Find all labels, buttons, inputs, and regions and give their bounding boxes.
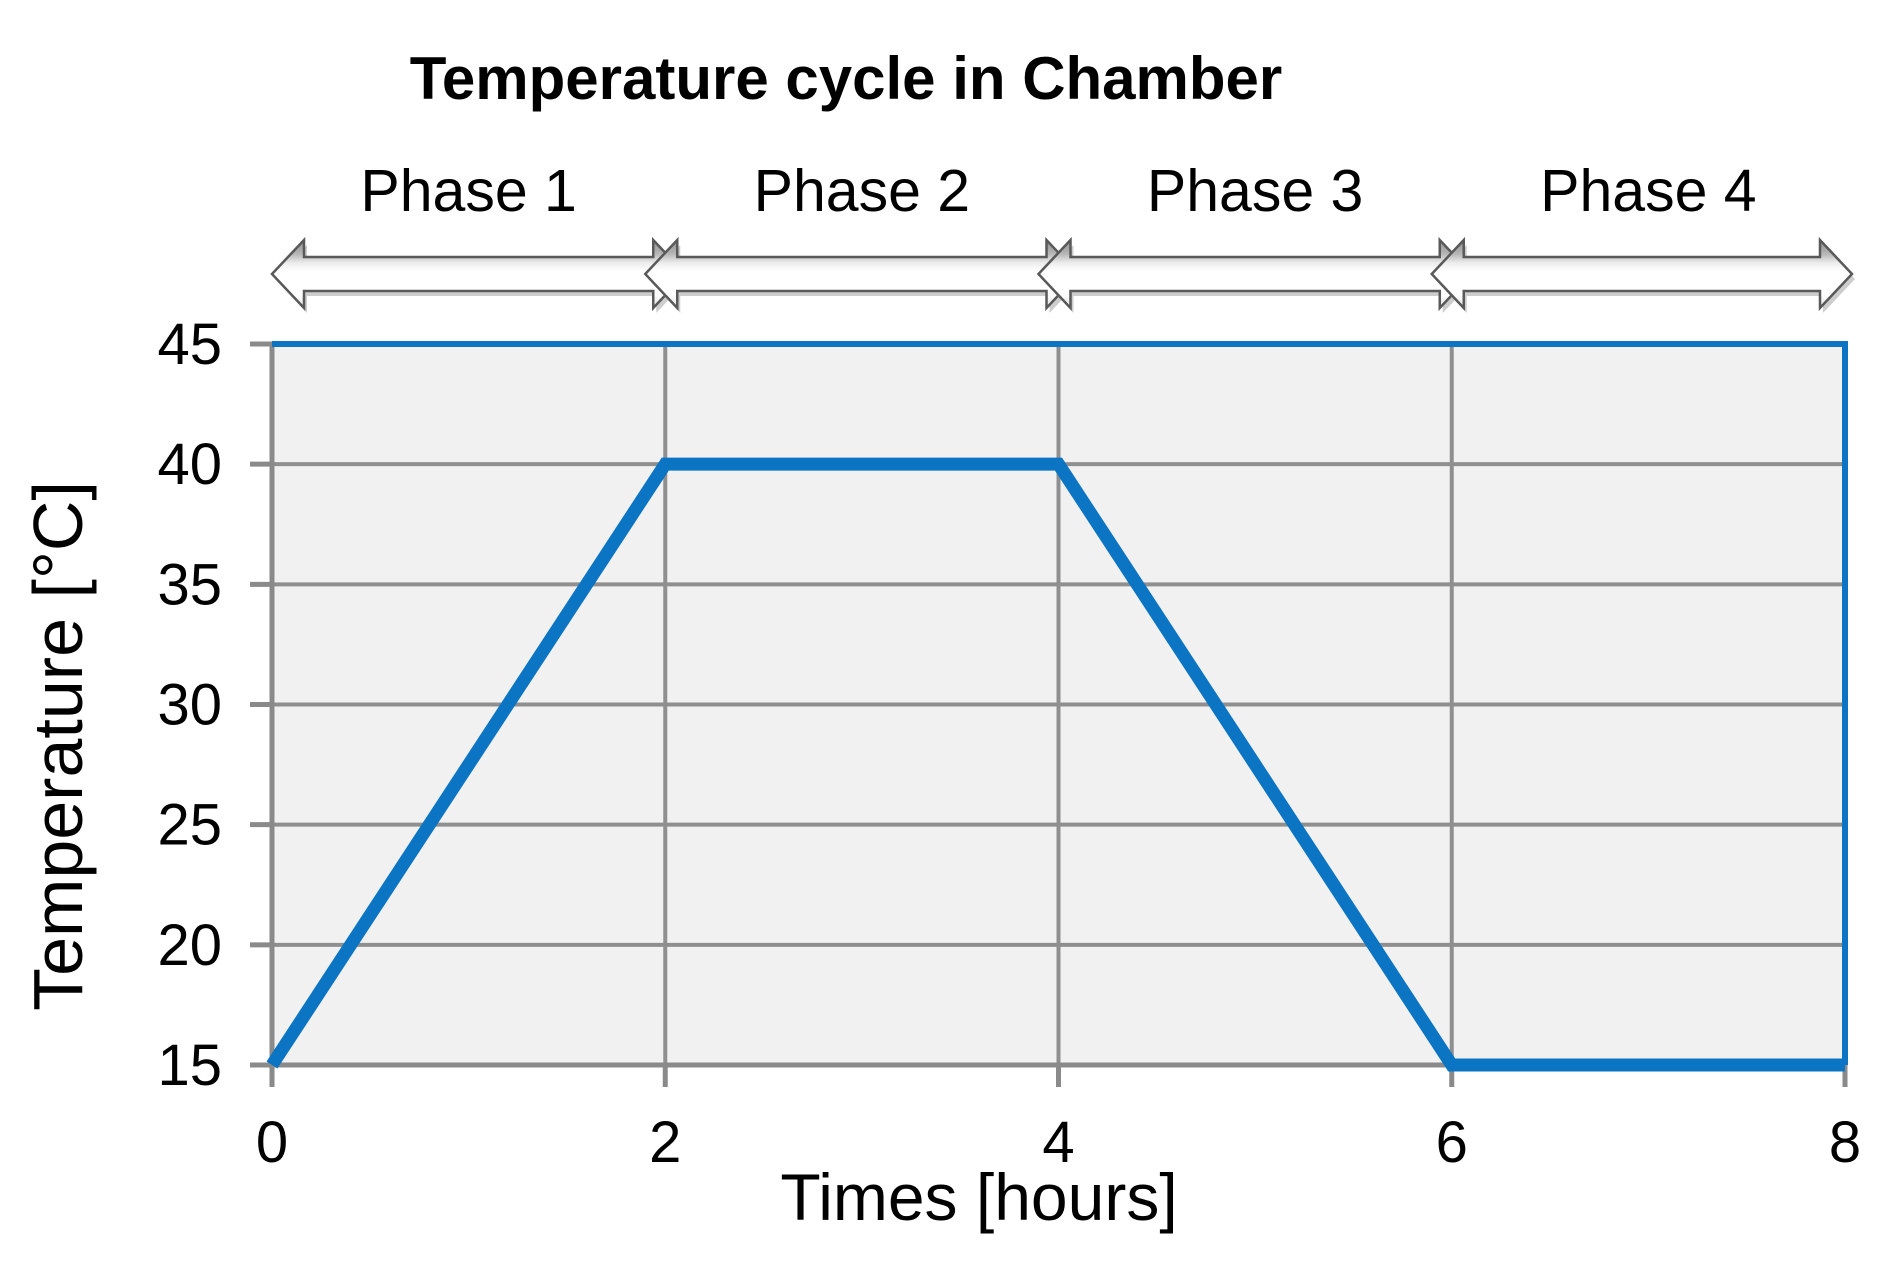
x-tick-label: 2 [649,1110,681,1175]
x-tick-label: 8 [1829,1110,1861,1175]
x-tick-label: 0 [256,1110,288,1175]
phase-arrow [643,236,1081,312]
phase-arrow [1430,236,1854,312]
y-tick-label: 35 [157,552,222,617]
y-tick-label: 30 [157,673,222,738]
temperature-line [266,457,1845,1072]
phase-arrow [1036,236,1474,312]
chart-title: Temperature cycle in Chamber [410,45,1283,112]
phase-arrows [270,236,1855,313]
phase-label: Phase 1 [360,158,577,224]
y-tick-label: 15 [157,1033,222,1098]
phase-label: Phase 4 [1540,158,1757,224]
tick-and-phase-labels: 15 20 25 30 35 40 45 0 2 4 6 8 Phase 1 Phase 2 Phase 3… [157,158,1861,1175]
plot-area [250,341,1848,1087]
y-tick-label: 40 [157,432,222,497]
phase-label: Phase 3 [1147,158,1364,224]
x-tick-label: 4 [1042,1110,1074,1175]
x-axis-title: Times [hours] [780,1160,1177,1234]
y-axis-title: Temperature [°C] [19,481,97,1011]
y-tick-label: 45 [157,312,222,377]
phase-arrow [270,236,687,312]
y-tick-label: 25 [157,793,222,858]
x-tick-label: 6 [1436,1110,1468,1175]
phase-label: Phase 2 [754,158,971,224]
y-tick-label: 20 [157,913,222,978]
